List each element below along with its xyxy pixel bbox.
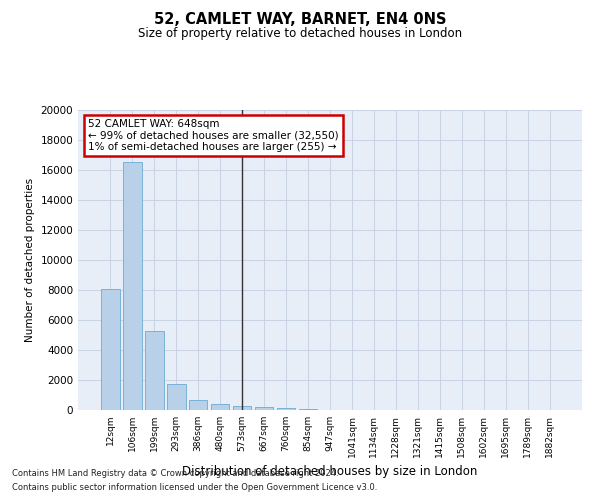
Bar xyxy=(233,406,251,410)
Bar xyxy=(123,162,142,410)
Text: Contains public sector information licensed under the Open Government Licence v3: Contains public sector information licen… xyxy=(12,484,377,492)
Text: 52 CAMLET WAY: 648sqm
← 99% of detached houses are smaller (32,550)
1% of semi-d: 52 CAMLET WAY: 648sqm ← 99% of detached … xyxy=(88,119,339,152)
Bar xyxy=(277,408,295,410)
Y-axis label: Number of detached properties: Number of detached properties xyxy=(25,178,35,342)
X-axis label: Distribution of detached houses by size in London: Distribution of detached houses by size … xyxy=(182,466,478,478)
Text: Size of property relative to detached houses in London: Size of property relative to detached ho… xyxy=(138,28,462,40)
Bar xyxy=(255,407,274,410)
Bar xyxy=(299,409,317,410)
Bar xyxy=(101,288,119,410)
Bar xyxy=(211,404,229,410)
Text: Contains HM Land Registry data © Crown copyright and database right 2024.: Contains HM Land Registry data © Crown c… xyxy=(12,468,338,477)
Bar xyxy=(189,400,208,410)
Text: 52, CAMLET WAY, BARNET, EN4 0NS: 52, CAMLET WAY, BARNET, EN4 0NS xyxy=(154,12,446,28)
Bar xyxy=(167,384,185,410)
Bar xyxy=(145,330,164,410)
